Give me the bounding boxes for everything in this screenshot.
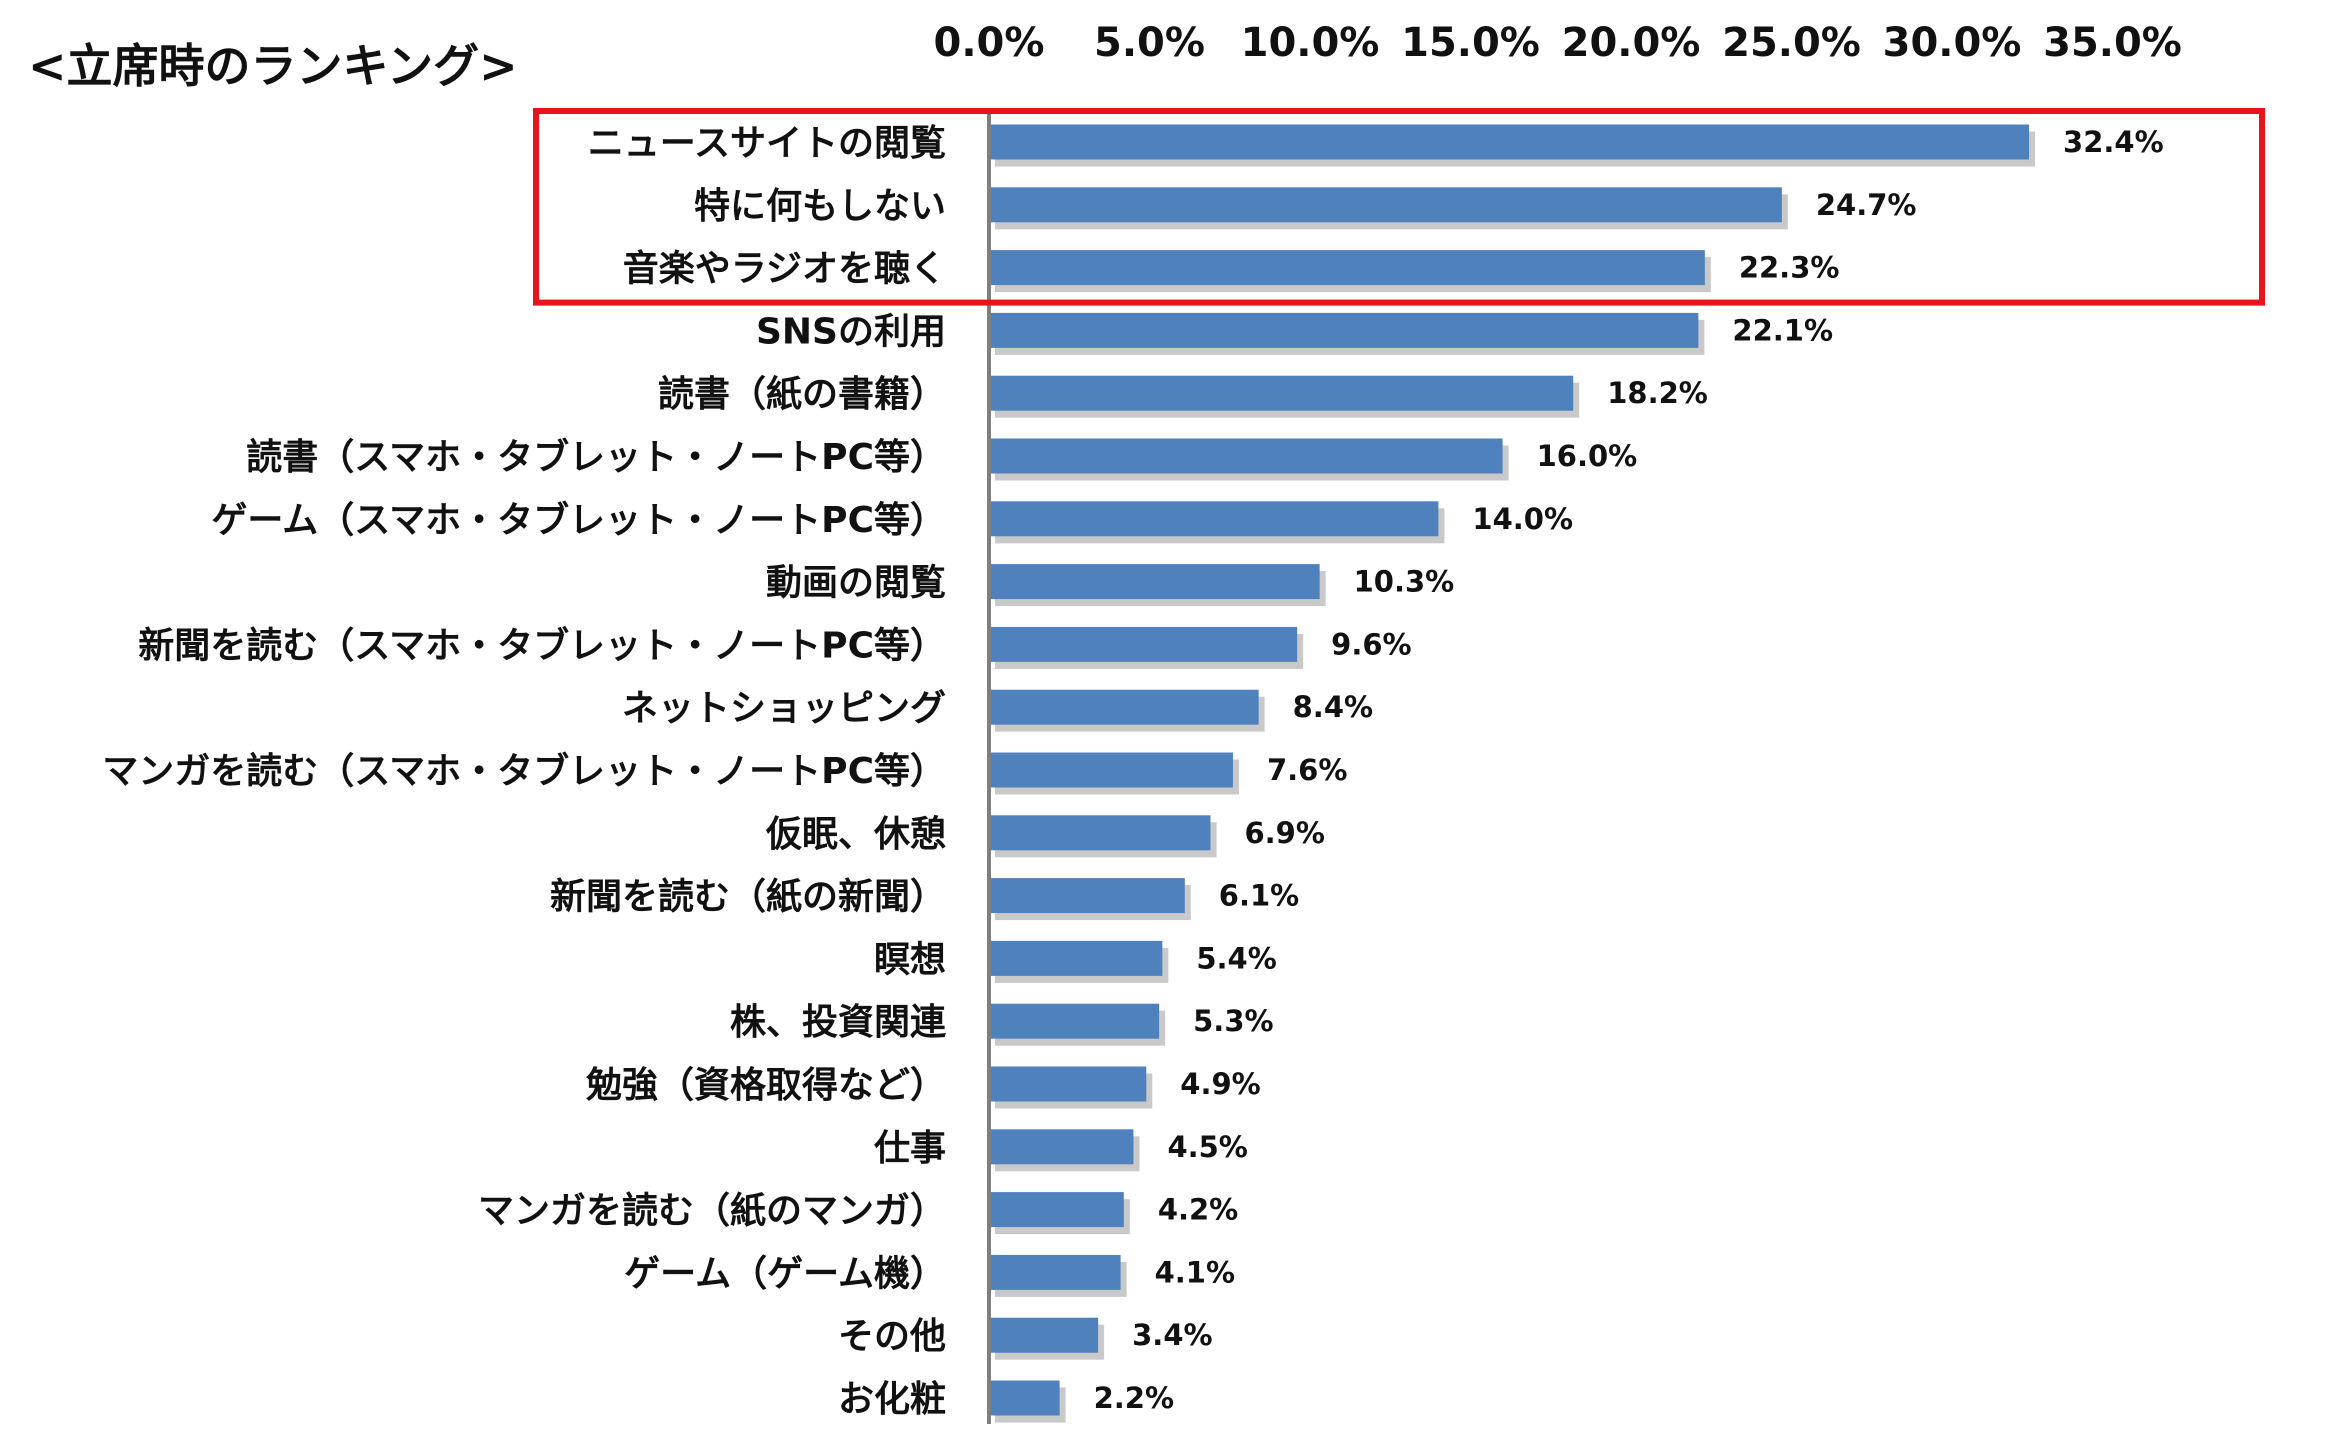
bar	[989, 564, 1320, 600]
value-label: 18.2%	[1607, 376, 1708, 410]
bar	[989, 501, 1439, 537]
value-label: 4.5%	[1167, 1130, 1247, 1164]
value-label: 10.3%	[1354, 565, 1455, 599]
category-label: マンガを読む（紙のマンガ）	[478, 1191, 946, 1232]
value-label: 4.9%	[1180, 1067, 1260, 1101]
value-label: 6.1%	[1219, 879, 1299, 913]
category-label: 特に何もしない	[694, 186, 946, 227]
x-tick-label: 20.0%	[1562, 20, 1701, 66]
value-label: 2.2%	[1094, 1381, 1174, 1415]
value-label: 7.6%	[1267, 753, 1347, 787]
category-label: ニュースサイトの閲覧	[588, 123, 946, 164]
category-label: 株、投資関連	[730, 1002, 947, 1043]
bar	[989, 187, 1782, 223]
category-label: 新聞を読む（紙の新聞）	[550, 877, 946, 918]
value-label: 32.4%	[2063, 125, 2164, 159]
category-label: SNSの利用	[756, 311, 946, 352]
bar	[989, 1192, 1124, 1228]
x-tick-label: 15.0%	[1401, 20, 1540, 66]
chart-title: <立席時のランキング>	[28, 39, 518, 93]
category-label: 動画の閲覧	[766, 563, 946, 604]
value-label: 22.1%	[1732, 313, 1833, 347]
x-tick-label: 30.0%	[1883, 20, 2022, 66]
bar	[989, 752, 1233, 788]
category-label: ゲーム（スマホ・タブレット・ノートPC等）	[211, 499, 946, 541]
value-label: 22.3%	[1739, 251, 1840, 285]
category-label: ゲーム（ゲーム機）	[624, 1253, 946, 1294]
category-label: 仮眠、休憩	[765, 814, 946, 855]
value-label: 4.1%	[1155, 1255, 1235, 1289]
highlight-box	[533, 108, 2265, 306]
category-label: 新聞を読む（スマホ・タブレット・ノートPC等）	[138, 624, 946, 666]
bar	[989, 878, 1185, 914]
x-tick-label: 35.0%	[2043, 20, 2182, 66]
x-axis-ticks: 0.0% 5.0% 10.0% 15.0% 20.0% 25.0% 30.0% 35.0%	[934, 20, 2182, 66]
bar	[989, 689, 1259, 725]
x-tick-label: 10.0%	[1241, 20, 1380, 66]
value-label: 3.4%	[1132, 1318, 1212, 1352]
value-label: 5.4%	[1196, 941, 1276, 975]
bar	[989, 1129, 1134, 1165]
category-label: ネットショッピング	[622, 688, 946, 729]
bar	[989, 312, 1699, 348]
category-label: 仕事	[874, 1128, 946, 1169]
bar	[989, 626, 1298, 662]
x-tick-label: 25.0%	[1722, 20, 1861, 66]
bar	[989, 1254, 1121, 1290]
bar	[989, 124, 2030, 160]
bar	[989, 375, 1574, 411]
category-label: その他	[838, 1316, 946, 1357]
category-label: 勉強（資格取得など）	[586, 1065, 946, 1106]
value-label: 16.0%	[1537, 439, 1638, 473]
bar	[989, 438, 1503, 474]
value-label: 5.3%	[1193, 1004, 1273, 1038]
value-label: 8.4%	[1293, 690, 1373, 724]
category-label: 音楽やラジオを聴く	[623, 249, 946, 290]
value-label: 6.9%	[1244, 816, 1324, 850]
x-tick-label: 0.0%	[934, 20, 1045, 66]
category-label: 読書（紙の書籍）	[658, 374, 946, 415]
value-label: 24.7%	[1816, 188, 1917, 222]
bar	[989, 250, 1705, 286]
x-tick-label: 5.0%	[1094, 20, 1205, 66]
category-label: お化粧	[838, 1379, 946, 1420]
bar	[989, 1380, 1060, 1416]
category-label: マンガを読む（スマホ・タブレット・ノートPC等）	[102, 750, 946, 792]
bar	[989, 1066, 1147, 1102]
bar	[989, 1003, 1160, 1039]
bar	[989, 815, 1211, 851]
value-labels: 32.4% 24.7% 22.3% 22.1% 18.2% 16.0% 14.0% 10.3%…	[1094, 125, 2164, 1415]
category-label: 読書（スマホ・タブレット・ノートPC等）	[246, 436, 946, 478]
value-label: 14.0%	[1472, 502, 1573, 536]
category-label: 瞑想	[874, 939, 946, 980]
bars	[989, 124, 2036, 1423]
bar	[989, 1317, 1099, 1353]
value-label: 4.2%	[1158, 1193, 1238, 1227]
value-label: 9.6%	[1331, 627, 1411, 661]
bar	[989, 940, 1163, 976]
